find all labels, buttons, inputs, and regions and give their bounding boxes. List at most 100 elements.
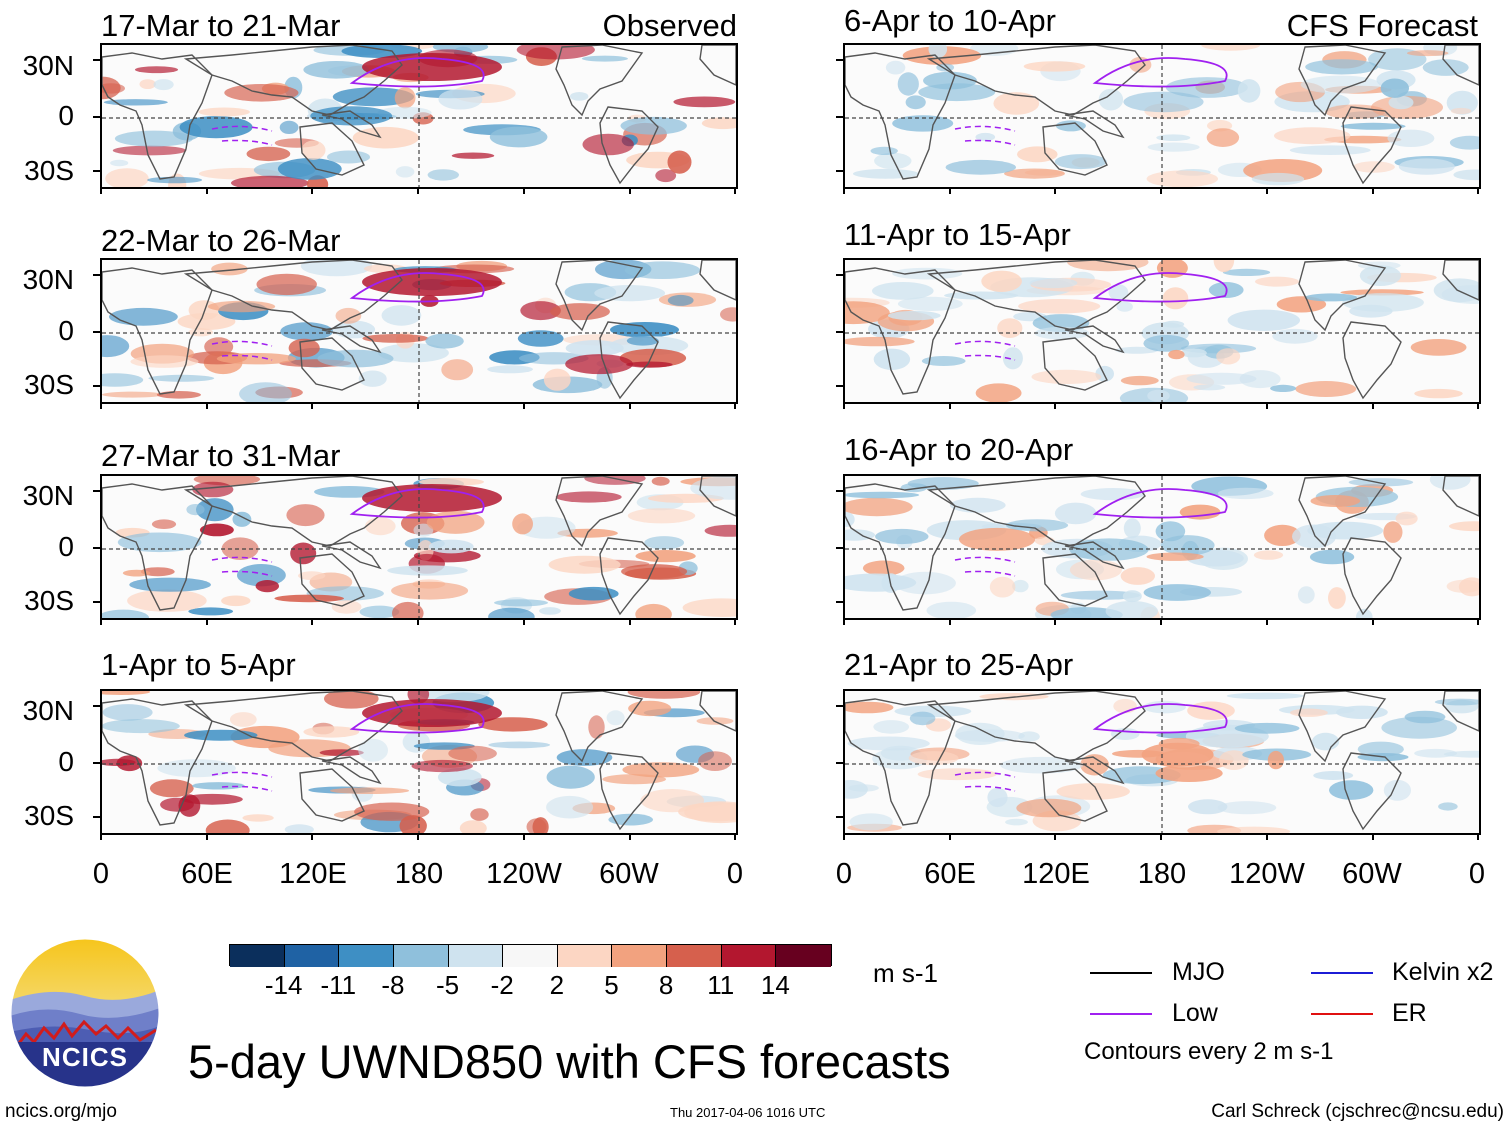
axis-tick (1477, 402, 1480, 409)
footer-author: Carl Schreck (cjschrec@ncsu.edu) (1211, 1101, 1504, 1122)
colorbar-units: m s-1 (873, 958, 938, 988)
panel-title: 22-Mar to 26-Mar (101, 223, 341, 258)
axis-tick (417, 402, 420, 409)
colorbar-cell (339, 945, 394, 967)
axis-tick (836, 490, 843, 492)
lon-label: 60W (599, 858, 659, 890)
lon-label: 120E (279, 858, 347, 890)
axis-tick (836, 601, 843, 603)
panel-title: 6-Apr to 10-Apr (844, 3, 1056, 38)
lon-label: 0 (92, 858, 110, 890)
map-panel (100, 43, 738, 189)
axis-tick (1371, 618, 1374, 625)
colorbar-cell (557, 945, 613, 967)
axis-tick (1265, 833, 1268, 840)
colorbar (229, 944, 832, 967)
legend-mjo: MJO (1172, 958, 1225, 986)
lat-label-30s: 30S (24, 369, 74, 400)
axis-tick (948, 833, 951, 840)
axis-tick (1054, 402, 1057, 409)
axis-tick (311, 833, 314, 840)
axis-tick (93, 490, 100, 492)
axis-tick (100, 402, 102, 409)
lon-label: 120W (1229, 858, 1305, 890)
axis-tick (417, 618, 420, 625)
axis-tick (93, 762, 100, 764)
lat-label-0: 0 (58, 315, 74, 346)
lon-label: 120E (1022, 858, 1090, 890)
axis-tick (93, 547, 100, 549)
legend-kelvin: Kelvin x2 (1392, 958, 1494, 986)
axis-tick (417, 187, 420, 194)
axis-tick (948, 618, 951, 625)
colorbar-labels: -14 -11 -8 -5 -2 2 5 8 11 14 (229, 972, 832, 1002)
axis-tick (1160, 402, 1163, 409)
axis-tick (93, 59, 100, 61)
axis-tick (93, 274, 100, 276)
axis-tick (100, 618, 102, 625)
panel-title: 16-Apr to 20-Apr (844, 432, 1074, 467)
colorbar-cell (721, 945, 777, 967)
axis-tick (843, 187, 845, 194)
axis-tick (1371, 833, 1374, 840)
mjo-line-swatch (1090, 972, 1152, 974)
axis-tick (311, 187, 314, 194)
axis-tick (100, 833, 102, 840)
lon-label: 60E (181, 858, 233, 890)
lon-label: 180 (1137, 858, 1187, 890)
axis-tick (628, 618, 631, 625)
lat-label-30s: 30S (24, 155, 74, 186)
axis-tick (628, 187, 631, 194)
lon-label: 0 (726, 858, 744, 890)
lat-label-0: 0 (58, 531, 74, 562)
map-panel (100, 474, 738, 620)
axis-tick (836, 274, 843, 276)
colorbar-tick-label: 5 (604, 970, 619, 1000)
axis-tick (1265, 187, 1268, 194)
ncics-logo: NCICS (10, 938, 160, 1088)
colorbar-tick-label: -5 (435, 970, 460, 1000)
colorbar-tick-label: 14 (760, 970, 790, 1000)
lon-label: 0 (835, 858, 853, 890)
axis-tick (843, 402, 845, 409)
axis-tick (1265, 618, 1268, 625)
axis-tick (93, 601, 100, 603)
lat-label-30s: 30S (24, 585, 74, 616)
axis-tick (836, 705, 843, 707)
colorbar-tick-label: -8 (381, 970, 405, 1000)
axis-tick (1371, 402, 1374, 409)
axis-tick (628, 833, 631, 840)
axis-tick (836, 170, 843, 172)
lon-label: 180 (394, 858, 444, 890)
axis-tick (843, 833, 845, 840)
axis-tick (100, 187, 102, 194)
colorbar-tick-label: 8 (658, 970, 674, 1000)
er-line-swatch (1311, 1013, 1373, 1015)
map-panel (100, 258, 738, 404)
legend-low: Low (1172, 999, 1218, 1027)
axis-tick (311, 618, 314, 625)
axis-tick (836, 116, 843, 118)
logo-text: NCICS (42, 1042, 128, 1072)
axis-tick (734, 402, 737, 409)
axis-tick (93, 116, 100, 118)
axis-tick (1477, 833, 1480, 840)
low-line-swatch (1090, 1013, 1152, 1015)
axis-tick (205, 833, 208, 840)
map-panel (843, 689, 1481, 835)
axis-tick (93, 331, 100, 333)
axis-tick (836, 547, 843, 549)
colorbar-cell (393, 945, 449, 967)
map-panel (843, 43, 1481, 189)
colorbar-tick-label: -14 (264, 970, 303, 1000)
axis-tick (93, 170, 100, 172)
lat-label-0: 0 (58, 746, 74, 777)
axis-tick (417, 833, 420, 840)
axis-tick (948, 187, 951, 194)
axis-tick (1265, 402, 1268, 409)
footer-site-link[interactable]: ncics.org/mjo (5, 1101, 117, 1122)
map-panel (843, 474, 1481, 620)
colorbar-cell (776, 945, 831, 967)
lon-label: 60E (924, 858, 976, 890)
panel-title: 1-Apr to 5-Apr (101, 647, 296, 682)
